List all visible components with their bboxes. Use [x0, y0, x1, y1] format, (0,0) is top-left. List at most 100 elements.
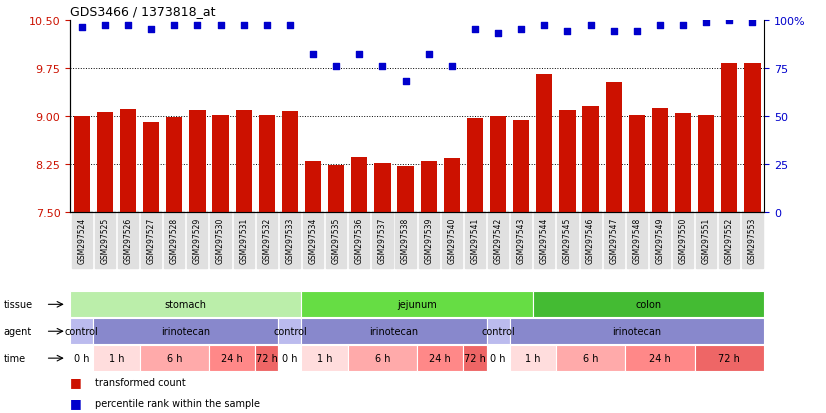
Bar [744, 64, 761, 213]
Point [676, 23, 690, 30]
Bar [444, 159, 460, 213]
Bar [467, 119, 483, 213]
Text: 24 h: 24 h [649, 353, 671, 363]
Bar [695, 345, 764, 371]
Text: 0 h: 0 h [491, 353, 506, 363]
Bar [582, 107, 599, 213]
Point [491, 31, 505, 38]
Point [653, 23, 667, 30]
Bar [536, 75, 553, 213]
Point [121, 23, 135, 30]
Bar [559, 110, 576, 213]
Point [191, 23, 204, 30]
Point [746, 19, 759, 26]
Text: 1 h: 1 h [109, 353, 124, 363]
Text: time: time [3, 353, 26, 363]
Bar [629, 116, 645, 213]
Text: irinotecan: irinotecan [161, 326, 211, 337]
Text: agent: agent [3, 326, 31, 337]
Point [422, 52, 435, 59]
Point [330, 64, 343, 70]
Bar [209, 345, 255, 371]
Point [723, 17, 736, 24]
Text: 1 h: 1 h [525, 353, 540, 363]
Text: control: control [273, 326, 306, 337]
Text: irinotecan: irinotecan [612, 326, 662, 337]
Bar [652, 109, 668, 213]
Text: 72 h: 72 h [719, 353, 740, 363]
Bar [278, 318, 301, 344]
Bar [487, 345, 510, 371]
Bar [625, 345, 695, 371]
Point [607, 29, 620, 36]
Bar [212, 116, 229, 213]
Text: ■: ■ [70, 396, 82, 409]
Point [214, 23, 227, 30]
Bar [189, 111, 206, 213]
Bar [74, 116, 90, 213]
Text: 0 h: 0 h [282, 353, 297, 363]
Point [445, 64, 458, 70]
Text: 1 h: 1 h [317, 353, 332, 363]
Bar [533, 292, 764, 318]
Bar [351, 158, 368, 213]
Bar [328, 165, 344, 213]
Text: control: control [65, 326, 98, 337]
Bar [605, 83, 622, 213]
Bar [255, 345, 278, 371]
Bar [93, 345, 140, 371]
Text: 72 h: 72 h [256, 353, 278, 363]
Bar [675, 114, 691, 213]
Text: irinotecan: irinotecan [369, 326, 419, 337]
Point [630, 29, 643, 36]
Bar [301, 345, 348, 371]
Point [145, 27, 158, 33]
Point [376, 64, 389, 70]
Bar [120, 109, 136, 213]
Bar [301, 292, 533, 318]
Point [168, 23, 181, 30]
Bar [70, 345, 93, 371]
Text: ■: ■ [70, 375, 82, 389]
Point [283, 23, 297, 30]
Point [306, 52, 320, 59]
Text: GDS3466 / 1373818_at: GDS3466 / 1373818_at [70, 5, 216, 18]
Bar [259, 115, 275, 213]
Bar [278, 345, 301, 371]
Point [75, 25, 88, 32]
Point [237, 23, 250, 30]
Bar [70, 292, 301, 318]
Bar [510, 318, 764, 344]
Bar [166, 118, 183, 213]
Bar [140, 345, 209, 371]
Point [515, 27, 528, 33]
Bar [143, 122, 159, 213]
Bar [698, 116, 714, 213]
Text: 6 h: 6 h [375, 353, 390, 363]
Point [98, 23, 112, 30]
Point [700, 19, 713, 26]
Bar [417, 345, 463, 371]
Point [561, 29, 574, 36]
Text: 24 h: 24 h [430, 353, 451, 363]
Text: tissue: tissue [3, 299, 33, 310]
Text: 24 h: 24 h [221, 353, 243, 363]
Bar [490, 116, 506, 213]
Bar [348, 345, 417, 371]
Bar [463, 345, 487, 371]
Text: jejunum: jejunum [397, 299, 437, 310]
Text: 72 h: 72 h [464, 353, 486, 363]
Point [584, 23, 597, 30]
Bar [420, 161, 437, 213]
Text: control: control [482, 326, 515, 337]
Text: stomach: stomach [165, 299, 206, 310]
Point [399, 79, 412, 85]
Bar [513, 121, 529, 213]
Point [260, 23, 273, 30]
Text: percentile rank within the sample: percentile rank within the sample [95, 398, 260, 408]
Text: transformed count: transformed count [95, 377, 186, 387]
Bar [721, 64, 738, 213]
Bar [70, 318, 93, 344]
Bar [510, 345, 556, 371]
Bar [374, 164, 391, 213]
